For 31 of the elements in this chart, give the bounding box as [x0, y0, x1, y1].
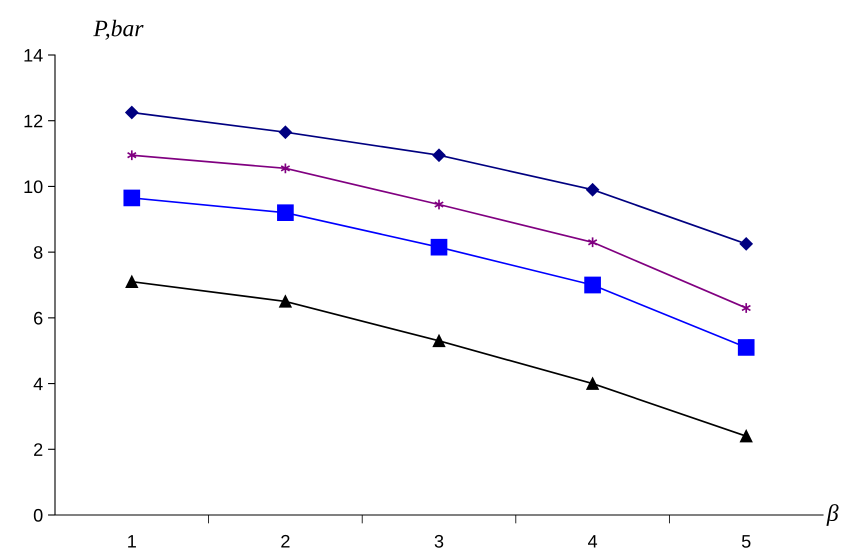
y-tick-label: 10 — [24, 180, 42, 194]
x-tick-label: 2 — [281, 534, 290, 548]
point — [586, 183, 600, 196]
y-axis-title: P,bar — [93, 20, 144, 40]
y-tick-label: 6 — [34, 312, 42, 325]
x-tick-label: 3 — [434, 534, 444, 548]
y-tick-label: 4 — [34, 378, 43, 390]
point — [586, 377, 599, 390]
y-tick-label: 0 — [34, 508, 42, 522]
point — [432, 148, 446, 162]
x-axis-title: β — [826, 504, 839, 526]
point — [434, 198, 444, 210]
x-tick-label: 5 — [742, 535, 750, 548]
point — [432, 334, 446, 348]
point — [738, 339, 755, 356]
y-tick-label: 12 — [24, 114, 42, 128]
point — [277, 204, 294, 222]
point — [125, 106, 138, 120]
point — [430, 238, 448, 256]
point — [123, 190, 140, 206]
point — [740, 237, 753, 251]
x-tick-label: 1 — [128, 535, 136, 548]
point — [278, 126, 292, 139]
y-tick-label: 14 — [24, 49, 43, 62]
y-tick-label: 8 — [34, 246, 42, 259]
y-tick-label: 2 — [34, 443, 42, 456]
point — [740, 430, 752, 442]
point — [126, 275, 138, 288]
x-tick-label: 4 — [588, 535, 598, 548]
point — [279, 295, 292, 308]
point — [584, 276, 601, 294]
